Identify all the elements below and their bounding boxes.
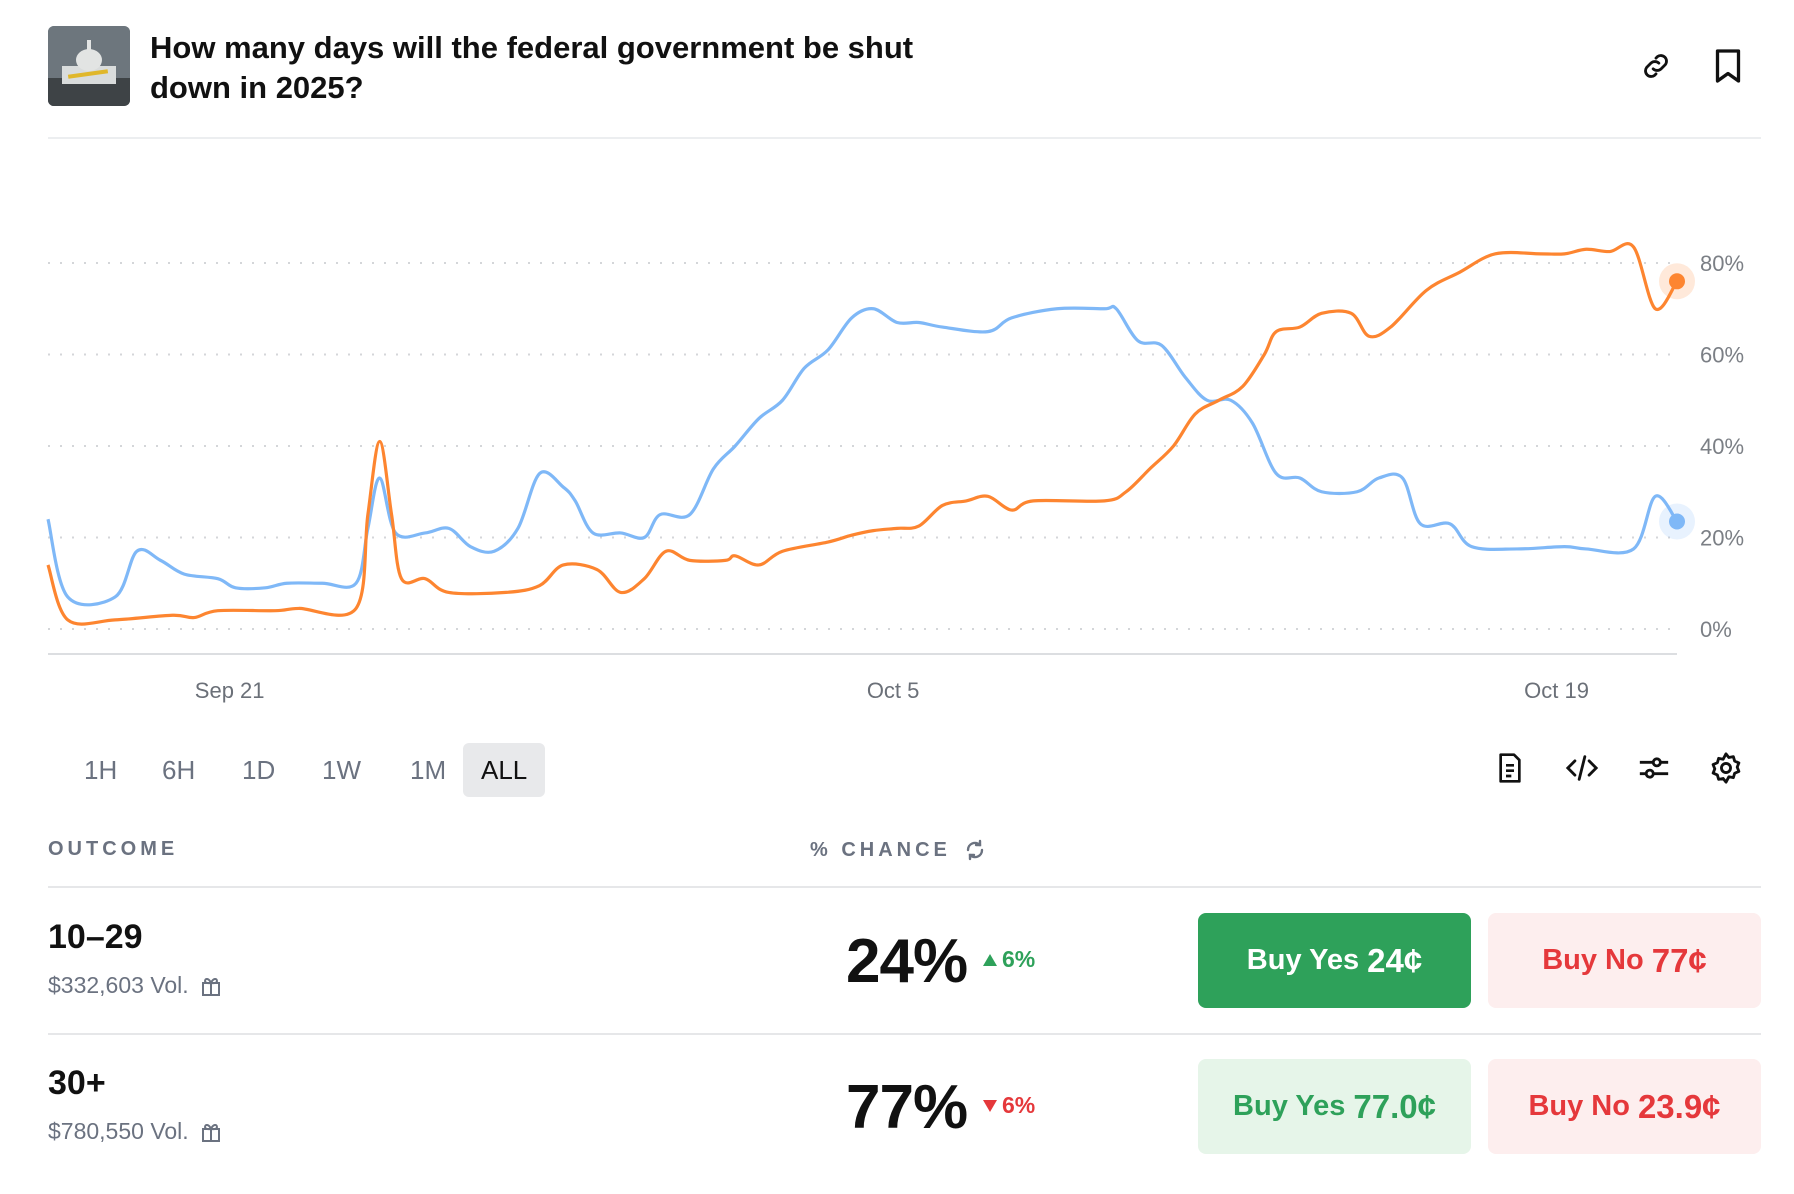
outcome-row[interactable]: 30+ $780,550 Vol. 77% 6% [48,1064,1761,1194]
timeframe-1h-button[interactable]: 1H [66,743,135,797]
chart-filters-button[interactable] [1634,748,1674,788]
y-tick-label: 40% [1700,434,1744,459]
sliders-icon [1639,757,1669,779]
outcome-row[interactable]: 10–29 $332,603 Vol. 24% 6% [48,918,1761,1048]
series-line-10-29 [46,304,1679,607]
no-price: 23.9¢ [1637,1087,1721,1125]
x-tick-label: Oct 19 [1524,678,1589,703]
outcome-chance: 77% [846,1073,968,1142]
refresh-icon[interactable] [963,838,987,862]
volume-text: $332,603 Vol. [48,972,189,998]
timeframe-1w-button[interactable]: 1W [304,743,379,797]
gift-icon[interactable] [199,974,223,998]
triangle-down-icon [983,1099,997,1112]
gift-icon[interactable] [199,1120,223,1144]
timeframe-label: 1W [322,754,361,785]
copy-link-button[interactable] [1636,46,1676,86]
volume-text: $780,550 Vol. [48,1118,189,1144]
buy-yes-label: Buy Yes [1246,944,1360,976]
outcome-chance: 24% [846,927,968,996]
bookmark-button[interactable] [1708,46,1748,86]
timeframe-label: 1H [84,754,118,785]
buy-no-label: Buy No [1542,944,1644,976]
y-tick-label: 80% [1700,251,1744,276]
row-divider [48,1033,1761,1035]
timeframe-6h-button[interactable]: 6H [144,743,213,797]
timeframe-label: ALL [481,754,528,785]
y-tick-label: 60% [1700,343,1744,368]
timeframe-1d-button[interactable]: 1D [224,743,293,797]
table-divider [48,886,1761,888]
timeframe-label: 6H [162,754,196,785]
timeframe-1m-button[interactable]: 1M [392,743,464,797]
chance-change: 6% [982,1092,1035,1119]
timeframe-label: 1D [242,754,276,785]
buy-yes-label: Buy Yes [1233,1090,1346,1122]
chart-settings-button[interactable] [1706,748,1746,788]
chance-column-header: % CHANCE [810,838,987,862]
rules-button[interactable] [1490,748,1530,788]
yes-price: 24¢ [1367,941,1423,979]
buy-no-label: Buy No [1528,1090,1630,1122]
outcome-column-header: OUTCOME [48,838,179,860]
market-thumbnail [48,26,130,106]
yes-price: 77.0¢ [1353,1087,1436,1125]
x-tick-label: Sep 21 [195,678,265,703]
timeframe-all-button[interactable]: ALL [463,743,546,797]
outcome-volume: $780,550 Vol. [48,1118,223,1145]
buy-yes-button[interactable]: Buy Yes 24¢ [1198,913,1471,1008]
buy-no-button[interactable]: Buy No 77¢ [1488,913,1761,1008]
code-embed-icon [1565,755,1599,781]
buy-yes-button[interactable]: Buy Yes 77.0¢ [1198,1059,1471,1154]
series-line-30-plus [46,242,1679,626]
change-value: 6% [1002,946,1036,972]
link-icon [1644,54,1668,78]
x-tick-label: Oct 5 [867,678,920,703]
chance-header-label: % CHANCE [810,838,951,861]
chance-change: 6% [982,946,1035,973]
y-tick-label: 0% [1700,617,1732,642]
no-price: 77¢ [1651,941,1707,979]
embed-button[interactable] [1562,748,1602,788]
outcome-name: 10–29 [48,918,143,956]
outcome-name: 30+ [48,1064,106,1102]
market-title: How many days will the federal governmen… [150,30,914,105]
chart-toolbar [1490,748,1746,788]
timeframe-label: 1M [410,754,447,785]
last-point-marker [1669,513,1685,530]
price-history-chart[interactable]: 0% 20% 40% 60% 80% Sep 21 Oct 5 Oct 19 [0,140,1794,710]
document-icon [1499,753,1521,783]
bookmark-icon [1715,49,1741,83]
header-divider [48,137,1761,139]
last-point-marker [1669,273,1685,290]
outcome-volume: $332,603 Vol. [48,972,223,999]
buy-no-button[interactable]: Buy No 23.9¢ [1488,1059,1761,1154]
gear-icon [1711,752,1741,784]
triangle-up-icon [983,953,997,966]
y-tick-label: 20% [1700,526,1744,551]
change-value: 6% [1002,1092,1036,1118]
